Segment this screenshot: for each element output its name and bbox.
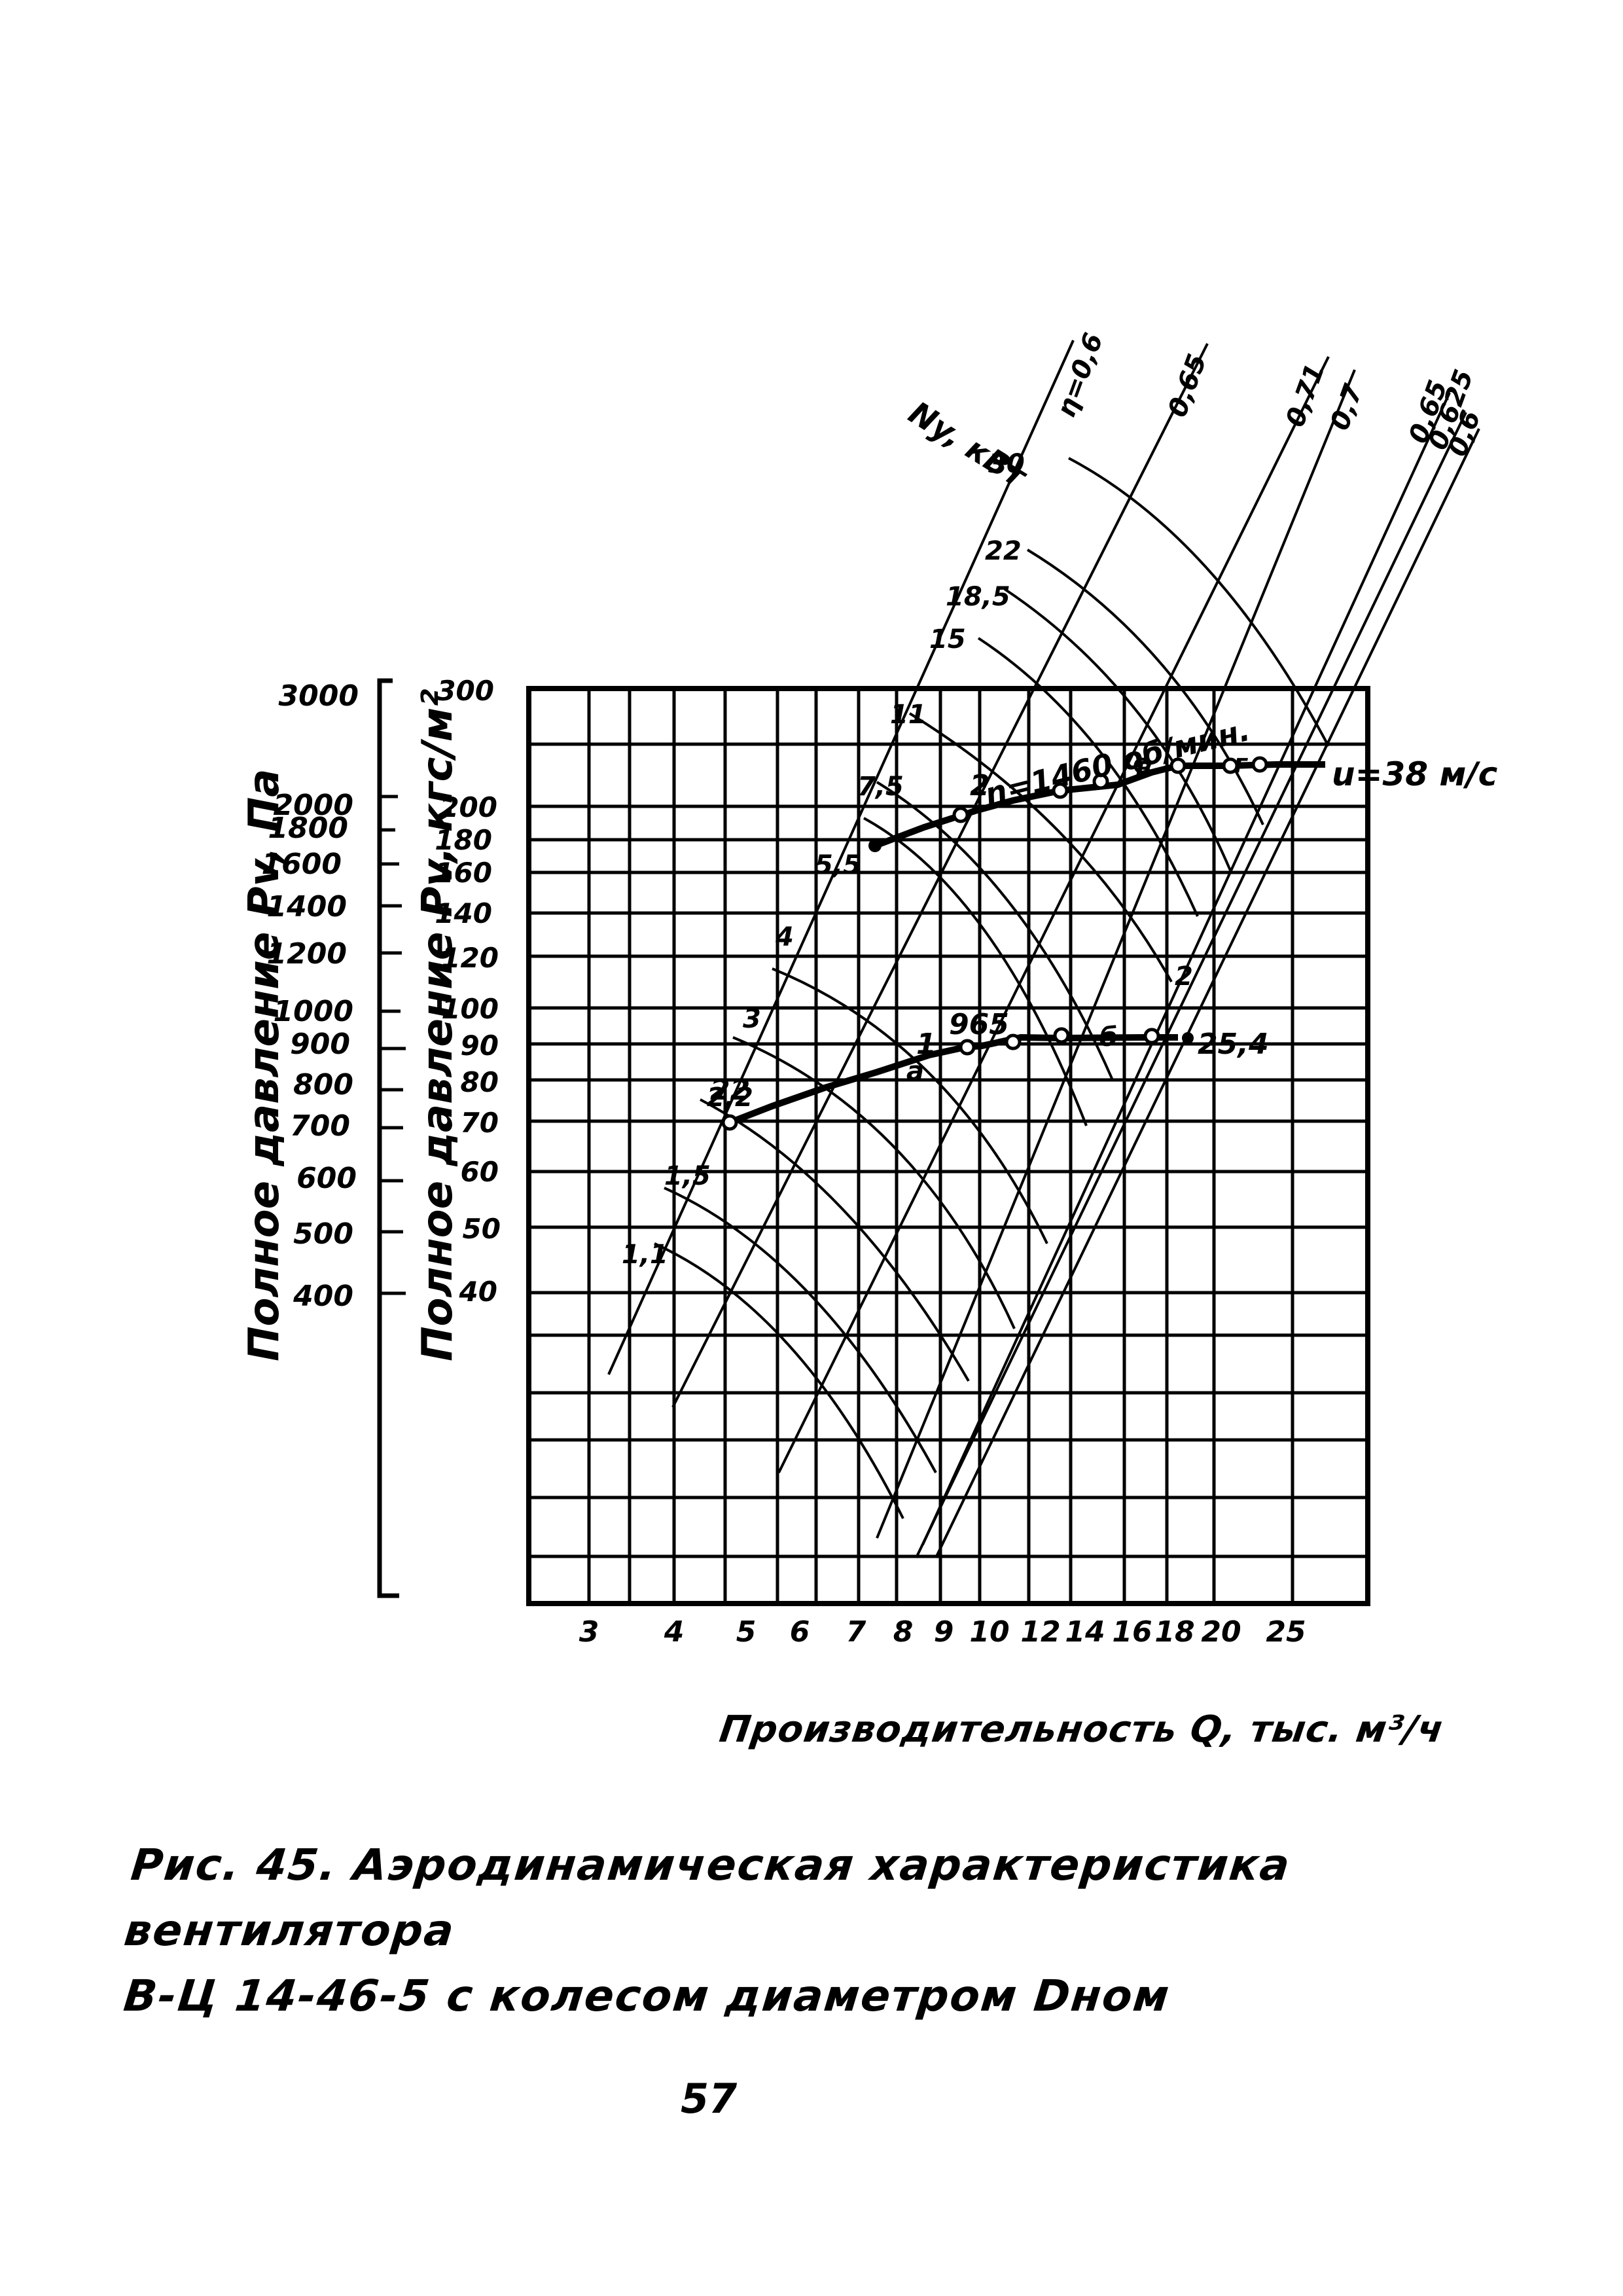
svg-text:40: 40 — [459, 1276, 497, 1308]
pa-axis — [377, 678, 406, 1598]
svg-text:50: 50 — [463, 1213, 501, 1245]
svg-text:100: 100 — [441, 993, 499, 1025]
svg-text:400: 400 — [293, 1280, 353, 1313]
svg-text:180: 180 — [435, 824, 492, 856]
curve-1 — [721, 1027, 1194, 1131]
svg-text:90: 90 — [461, 1030, 499, 1062]
curve-1-eff-label: 965 — [949, 1008, 1009, 1041]
svg-text:10: 10 — [969, 1615, 1009, 1649]
svg-text:5,5: 5,5 — [815, 850, 861, 880]
svg-text:4: 4 — [775, 922, 794, 952]
curve-1-label: 1 — [916, 1028, 936, 1061]
svg-text:11: 11 — [890, 700, 927, 730]
svg-text:9: 9 — [934, 1615, 954, 1649]
svg-text:2000: 2000 — [274, 789, 353, 822]
svg-text:в: в — [1135, 752, 1152, 782]
svg-text:а: а — [906, 1056, 924, 1086]
svg-text:500: 500 — [293, 1217, 353, 1251]
svg-text:60: 60 — [461, 1156, 499, 1188]
svg-text:8: 8 — [893, 1615, 914, 1649]
svg-text:5: 5 — [736, 1615, 757, 1649]
svg-text:1600: 1600 — [262, 848, 342, 881]
caption-line-2: В-Ц 14-46-5 с колесом диаметром Dном — [121, 1971, 1173, 2021]
svg-text:4: 4 — [664, 1615, 685, 1649]
svg-text:120: 120 — [441, 942, 499, 974]
efficiency-lines — [607, 340, 1480, 1558]
curve-1-start-label: 22 — [710, 1073, 750, 1107]
kgf-tick-labels: 300 200 180 160 140 120 100 90 80 70 60 … — [435, 675, 501, 1308]
svg-text:30: 30 — [988, 449, 1025, 479]
velocity-label: u=38 м/с — [1332, 755, 1498, 793]
svg-text:2,2: 2,2 — [707, 1083, 753, 1113]
curve-upper-end-marker: 2 — [1175, 961, 1193, 992]
x-axis-title: Производительность Q, тыс. м³/ч — [717, 1708, 1447, 1751]
svg-text:1,1: 1,1 — [622, 1240, 668, 1270]
svg-text:700: 700 — [290, 1109, 350, 1143]
svg-text:25: 25 — [1266, 1615, 1306, 1649]
svg-text:300: 300 — [437, 675, 494, 707]
svg-text:1,5: 1,5 — [664, 1161, 711, 1191]
svg-text:1400: 1400 — [267, 890, 347, 924]
svg-text:3: 3 — [743, 1004, 761, 1034]
svg-text:1000: 1000 — [274, 995, 353, 1028]
svg-text:1200: 1200 — [267, 937, 347, 971]
svg-text:0,7: 0,7 — [1325, 380, 1369, 434]
svg-text:800: 800 — [293, 1068, 353, 1102]
svg-text:160: 160 — [435, 857, 492, 889]
efficiency-labels: η=0,6 0,65 0,71 0,7 0,65 0,625 0,6 — [1051, 329, 1486, 461]
svg-text:18,5: 18,5 — [946, 582, 1010, 612]
power-labels: 30 22 18,5 15 11 7,5 5,5 4 3 2,2 1,5 1,1 — [622, 449, 1025, 1270]
svg-text:16: 16 — [1112, 1615, 1152, 1649]
svg-text:η=0,6: η=0,6 — [1051, 329, 1109, 422]
caption-line-1: Рис. 45. Аэродинамическая характеристика… — [122, 1840, 1294, 1956]
svg-text:7: 7 — [846, 1615, 866, 1649]
svg-text:900: 900 — [290, 1028, 350, 1061]
svg-text:3: 3 — [579, 1615, 599, 1649]
page-number: 57 — [681, 2075, 738, 2123]
svg-text:70: 70 — [461, 1107, 499, 1139]
point-letters: а б в г — [906, 749, 1248, 1086]
chart-grid — [526, 686, 1370, 1606]
svg-text:15: 15 — [929, 624, 966, 655]
figure-caption: Рис. 45. Аэродинамическая характеристика… — [114, 1833, 1444, 2029]
svg-text:6: 6 — [790, 1615, 810, 1649]
y-axis-pa-title: Полное давление Pv, Па — [240, 769, 289, 1361]
svg-text:14: 14 — [1065, 1615, 1105, 1649]
power-axis-title: Ny, кВт — [902, 395, 1035, 496]
svg-text:б: б — [1099, 1022, 1118, 1052]
power-arcs — [654, 457, 1330, 1519]
svg-text:12: 12 — [1020, 1615, 1060, 1649]
svg-text:600: 600 — [296, 1162, 357, 1195]
svg-text:80: 80 — [461, 1066, 499, 1098]
curve-2 — [868, 756, 1325, 852]
svg-text:18: 18 — [1154, 1615, 1194, 1649]
svg-text:20: 20 — [1201, 1615, 1241, 1649]
svg-text:г: г — [1234, 749, 1248, 779]
svg-text:1800: 1800 — [268, 812, 348, 845]
x-tick-labels: 3 4 5 6 7 8 9 10 12 14 16 18 20 25 — [579, 1615, 1306, 1649]
pa-tick-labels: 3000 2000 1800 1600 1400 1200 1000 900 8… — [262, 679, 359, 1313]
svg-text:7,5: 7,5 — [857, 772, 904, 802]
svg-text:200: 200 — [440, 791, 497, 823]
svg-text:3000: 3000 — [279, 679, 359, 713]
svg-text:0,65: 0,65 — [1162, 350, 1213, 421]
curve-1-end-label: 25,4 — [1198, 1028, 1269, 1061]
svg-text:0,71: 0,71 — [1280, 360, 1330, 431]
y-axis-kgf-title: Полное давление Pv, кгс/м² — [414, 689, 462, 1361]
svg-text:140: 140 — [435, 897, 492, 929]
curve-2-label: 2 — [970, 769, 990, 802]
svg-text:22: 22 — [985, 536, 1022, 566]
